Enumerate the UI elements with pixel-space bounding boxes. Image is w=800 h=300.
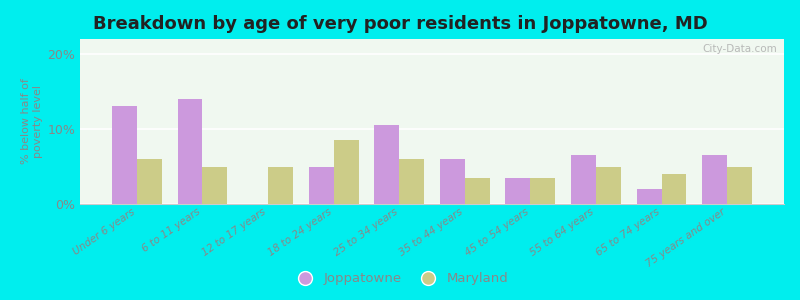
Bar xyxy=(465,178,490,204)
Bar xyxy=(571,155,596,204)
Bar xyxy=(309,167,334,204)
Y-axis label: % below half of
poverty level: % below half of poverty level xyxy=(22,79,43,164)
Bar xyxy=(112,106,137,204)
Bar xyxy=(202,167,227,204)
Bar xyxy=(440,159,465,204)
Bar xyxy=(374,125,399,204)
Bar xyxy=(137,159,162,204)
Bar xyxy=(399,159,424,204)
Text: Breakdown by age of very poor residents in Joppatowne, MD: Breakdown by age of very poor residents … xyxy=(93,15,707,33)
Bar xyxy=(268,167,293,204)
Bar xyxy=(506,178,530,204)
Bar xyxy=(334,140,358,204)
Bar xyxy=(596,167,621,204)
Bar xyxy=(727,167,752,204)
Text: City-Data.com: City-Data.com xyxy=(702,44,777,54)
Bar xyxy=(702,155,727,204)
Legend: Joppatowne, Maryland: Joppatowne, Maryland xyxy=(286,267,514,290)
Bar xyxy=(178,99,202,204)
Bar xyxy=(637,189,662,204)
Bar xyxy=(530,178,555,204)
Bar xyxy=(662,174,686,204)
